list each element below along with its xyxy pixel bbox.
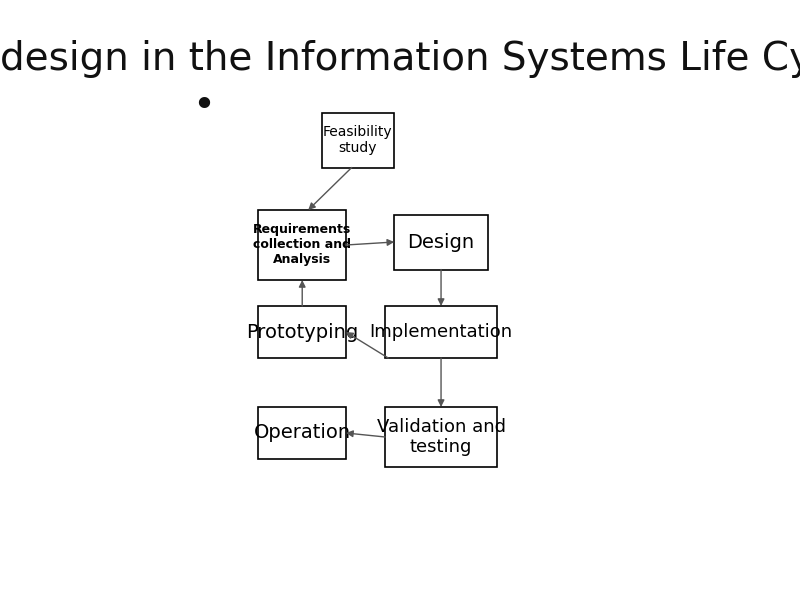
Text: •: • — [192, 87, 214, 125]
Bar — [386, 306, 497, 358]
Text: Requirements
collection and
Analysis: Requirements collection and Analysis — [253, 223, 351, 266]
Bar — [258, 306, 346, 358]
Bar — [386, 407, 497, 467]
Bar — [258, 210, 346, 280]
Text: Design: Design — [407, 232, 474, 251]
Text: Operation: Operation — [254, 424, 350, 443]
Text: Validation and
testing: Validation and testing — [377, 418, 506, 457]
Text: Feasibility
study: Feasibility study — [323, 125, 393, 155]
Text: Implementation: Implementation — [370, 323, 513, 341]
Bar — [258, 407, 346, 459]
Bar — [394, 214, 488, 269]
Text: DB design in the Information Systems Life Cycle: DB design in the Information Systems Lif… — [0, 40, 800, 78]
Text: Prototyping: Prototyping — [246, 323, 358, 341]
Bar — [322, 113, 394, 167]
